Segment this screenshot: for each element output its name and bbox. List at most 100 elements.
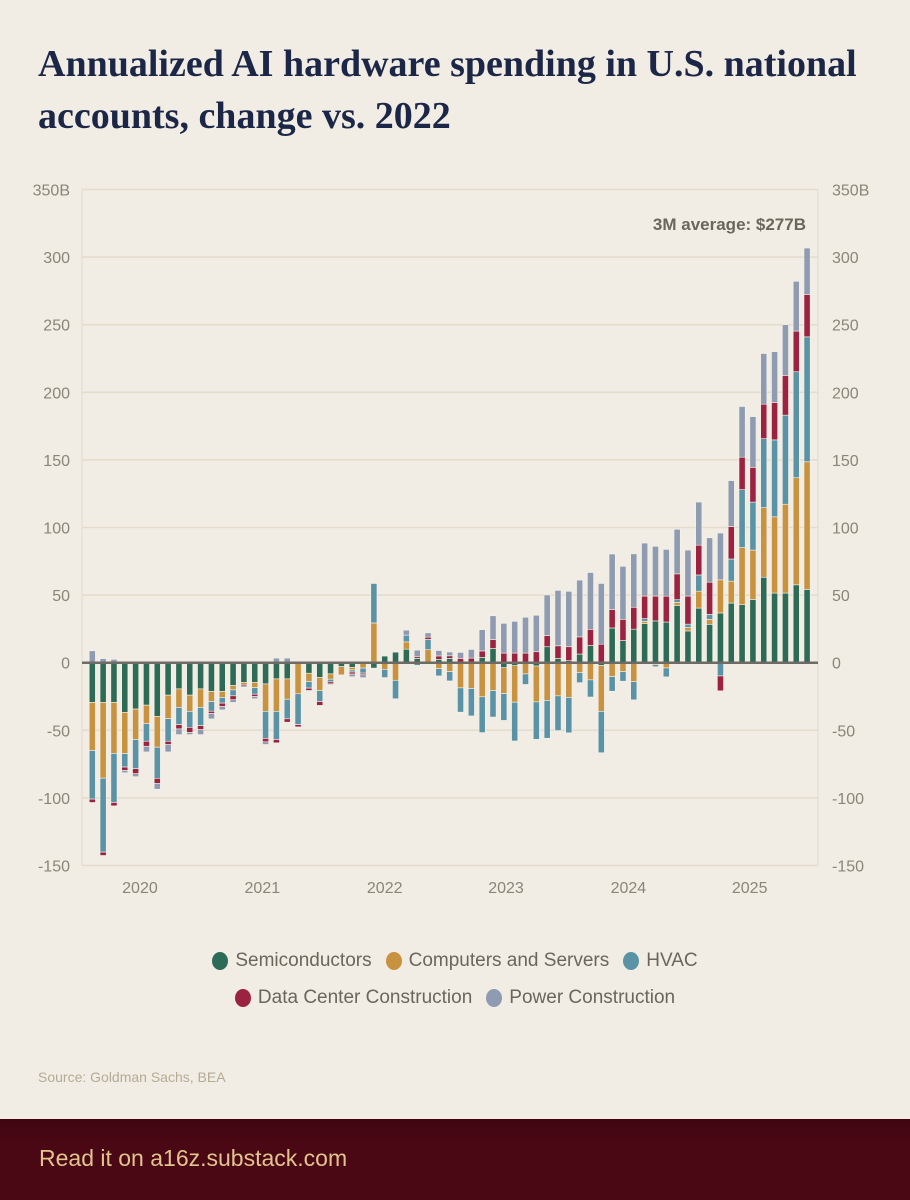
bar-segment-data-center-construction — [554, 645, 562, 659]
bar-segment-power-construction — [457, 652, 464, 659]
bar-segment-power-construction — [197, 729, 204, 735]
bar-segment-semiconductors — [402, 648, 410, 663]
bar-segment-computers-and-servers — [164, 694, 172, 719]
bar-segment-hvac — [262, 711, 269, 739]
bar-segment-hvac — [99, 777, 107, 853]
bar-segment-computers-and-servers — [218, 691, 226, 698]
bar-segment-power-construction — [164, 744, 172, 753]
bar-segment-power-construction — [143, 745, 150, 753]
bar-segment-semiconductors — [251, 662, 259, 683]
bar-segment-hvac — [782, 414, 789, 505]
legend-item-computers-servers: Computers and Servers — [385, 950, 609, 972]
bar-segment-hvac — [619, 671, 627, 682]
bar-segment-computers-and-servers — [511, 665, 519, 703]
bar-segment-power-construction — [229, 699, 237, 703]
bar-segment-hvac — [143, 723, 150, 742]
y-tick-label-left: -50 — [47, 723, 70, 740]
bar-segment-computers-and-servers — [186, 694, 194, 712]
y-tick-label-right: -100 — [832, 791, 864, 808]
bar-segment-data-center-construction — [99, 851, 107, 856]
bar-segment-data-center-construction — [771, 402, 778, 441]
bar-segment-computers-and-servers — [630, 662, 638, 682]
bar-segment-hvac — [132, 739, 140, 769]
bar-segment-computers-and-servers — [576, 662, 584, 674]
stacked-bar-chart: -150 -150 -100 -100 -50 -50 0 0 50 50 100 100 150 150… — [33, 183, 870, 898]
bar-segment-hvac — [381, 669, 389, 678]
bar-segment-hvac — [652, 664, 659, 668]
bar-segment-computers-and-servers — [370, 622, 378, 663]
bar-segment-semiconductors — [706, 624, 714, 664]
bar-segment-hvac — [457, 687, 464, 713]
bar-segment-semiconductors — [652, 620, 659, 664]
chart-title: Annualized AI hardware spending in U.S. … — [38, 43, 857, 137]
bar-segment-data-center-construction — [327, 681, 334, 685]
bar-segment-computers-and-servers — [727, 580, 735, 604]
bar-segment-data-center-construction — [262, 738, 269, 743]
bar-segment-hvac — [218, 697, 226, 704]
y-tick-label-left: 350B — [33, 183, 70, 200]
bar-segment-computers-and-servers — [554, 662, 562, 697]
y-tick-label-right: 100 — [832, 521, 859, 538]
bar-segment-computers-and-servers — [478, 662, 486, 698]
x-tick-label: 2020 — [122, 880, 158, 897]
bar-segment-power-construction — [792, 281, 800, 332]
bar-segment-data-center-construction — [717, 675, 724, 692]
bar-segment-power-construction — [673, 528, 681, 575]
bar-segment-data-center-construction — [543, 635, 551, 648]
bar-segment-hvac — [608, 676, 616, 692]
bar-segment-hvac — [792, 371, 800, 479]
bar-segment-computers-and-servers — [99, 702, 107, 779]
bar-segment-power-construction — [717, 532, 724, 581]
bar-segment-computers-and-servers — [771, 516, 778, 594]
bar-segment-data-center-construction — [316, 701, 324, 706]
bar-segment-power-construction — [511, 621, 519, 654]
bar-segment-computers-and-servers — [684, 627, 692, 632]
bar-segment-data-center-construction — [153, 777, 161, 784]
bar-segment-power-construction — [446, 651, 454, 657]
bar-segment-hvac — [760, 438, 768, 508]
bar-segment-hvac — [511, 701, 519, 742]
y-tick-label-right: 50 — [832, 588, 850, 605]
bar-segment-hvac — [446, 671, 454, 682]
bar-segment-semiconductors — [717, 612, 724, 664]
bar-segment-semiconductors — [153, 662, 161, 717]
bar-segment-hvac — [283, 698, 291, 720]
bar-segment-computers-and-servers — [208, 691, 215, 702]
legend-item-power: Power Construction — [486, 987, 675, 1009]
bar-segment-semiconductors — [727, 602, 735, 663]
footer-link[interactable]: Read it on a16z.substack.com — [39, 1145, 348, 1171]
bar-segment-semiconductors — [121, 662, 129, 713]
bar-segment-data-center-construction — [164, 740, 172, 745]
bar-segment-hvac — [587, 679, 594, 698]
bar-segment-semiconductors — [143, 662, 150, 706]
y-tick-label-left: 200 — [43, 385, 70, 402]
bar-segment-computers-and-servers — [316, 677, 324, 691]
bar-segment-data-center-construction — [511, 652, 519, 664]
bar-segment-hvac — [673, 599, 681, 603]
bar-segment-power-construction — [435, 650, 443, 657]
bar-segment-data-center-construction — [630, 606, 638, 630]
legend-swatch — [234, 989, 251, 1007]
bar-segment-power-construction — [695, 501, 703, 546]
bar-segment-semiconductors — [132, 662, 140, 710]
bar-segment-data-center-construction — [803, 294, 811, 338]
bar-segment-computers-and-servers — [273, 678, 280, 712]
bar-segment-power-construction — [467, 649, 475, 659]
y-tick-label-left: -150 — [38, 859, 70, 876]
x-tick-label: 2021 — [245, 880, 281, 897]
y-tick-label-right: 300 — [832, 250, 859, 267]
y-tick-label-right: 0 — [832, 656, 841, 673]
bar-segment-data-center-construction — [727, 526, 735, 560]
bar-segment-semiconductors — [273, 662, 280, 680]
bar-segment-hvac — [532, 701, 540, 740]
bar-segment-power-construction — [208, 713, 215, 720]
bar-segment-data-center-construction — [597, 643, 605, 664]
bar-segment-power-construction — [760, 353, 768, 405]
bar-segment-power-construction — [500, 623, 508, 654]
bar-segment-computers-and-servers — [197, 688, 204, 708]
bar-segment-semiconductors — [262, 662, 269, 685]
bar-segment-data-center-construction — [229, 695, 237, 701]
bar-segment-hvac — [273, 711, 280, 740]
bar-segment-data-center-construction — [88, 798, 96, 803]
legend-swatch — [486, 989, 503, 1007]
